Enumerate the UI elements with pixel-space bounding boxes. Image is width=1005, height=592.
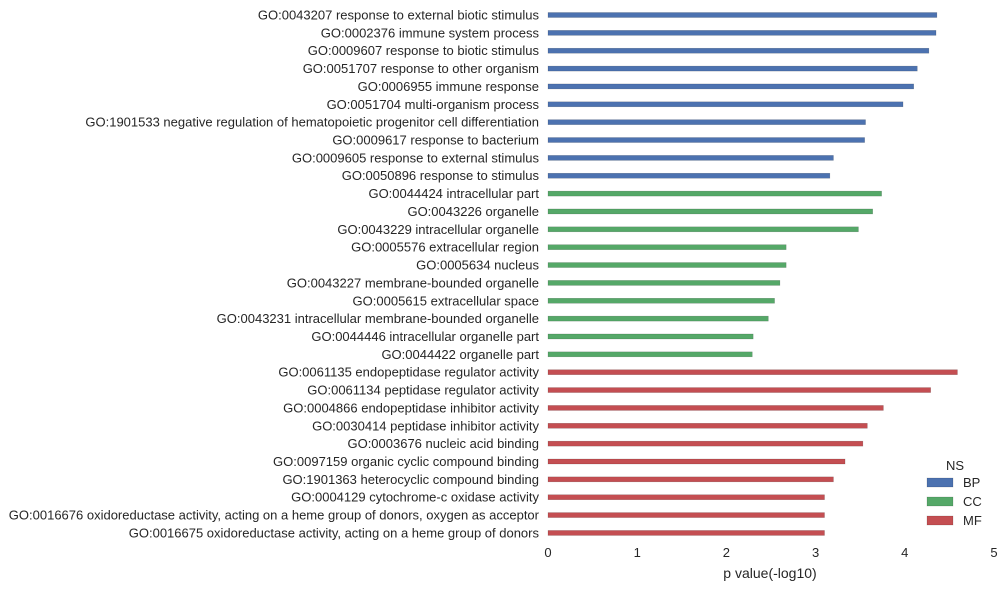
bar-bp xyxy=(547,83,914,90)
category-label: GO:0043226 organelle xyxy=(407,204,539,219)
bar-bp xyxy=(547,30,937,36)
x-tick-label: 5 xyxy=(990,545,997,560)
bars-group xyxy=(547,12,958,536)
x-tick-label: 1 xyxy=(634,545,641,560)
category-label: GO:0050896 response to stimulus xyxy=(342,168,540,183)
category-label: GO:0061134 peptidase regulator activity xyxy=(307,383,539,398)
bar-cc xyxy=(547,315,769,322)
bar-bp xyxy=(547,155,834,161)
bar-bp xyxy=(547,12,938,18)
category-label: GO:0097159 organic cyclic compound bindi… xyxy=(273,454,539,469)
category-label: GO:0005634 nucleus xyxy=(416,258,539,273)
legend-swatch-cc xyxy=(926,496,954,507)
category-label: GO:0005576 extracellular region xyxy=(351,240,539,255)
bar-mf xyxy=(547,530,825,536)
bar-cc xyxy=(547,298,775,304)
bar-mf xyxy=(547,423,868,429)
bar-cc xyxy=(547,262,787,268)
legend-label-bp: BP xyxy=(963,475,980,490)
category-label: GO:0061135 endopeptidase regulator activ… xyxy=(278,365,539,380)
bar-mf xyxy=(547,512,825,518)
legend-swatch-mf xyxy=(926,515,954,526)
bar-cc xyxy=(547,208,873,215)
category-label: GO:0043229 intracellular organelle xyxy=(337,222,539,237)
category-label: GO:0004129 cytochrome-c oxidase activity xyxy=(291,490,539,505)
bar-cc xyxy=(547,351,753,358)
bar-bp xyxy=(547,101,904,108)
category-label: GO:0016675 oxidoreductase activity, acti… xyxy=(129,525,540,540)
category-label: GO:0009605 response to external stimulus xyxy=(292,150,540,165)
x-tick-label: 0 xyxy=(544,545,551,560)
bar-bp xyxy=(547,65,918,72)
bar-bp xyxy=(547,47,930,54)
bar-cc xyxy=(547,244,787,250)
category-label: GO:0002376 immune system process xyxy=(321,25,540,40)
category-label: GO:0009617 response to bacterium xyxy=(332,133,539,148)
category-label: GO:0009607 response to biotic stimulus xyxy=(308,43,540,58)
legend-title: NS xyxy=(946,458,964,473)
category-label: GO:0004866 endopeptidase inhibitor activ… xyxy=(283,400,539,415)
category-label: GO:0044424 intracellular part xyxy=(368,186,539,201)
bar-mf xyxy=(547,440,864,447)
legend-label-mf: MF xyxy=(963,513,982,528)
x-tick-label: 2 xyxy=(723,545,730,560)
bar-cc xyxy=(547,190,882,197)
category-label: GO:0043207 response to external biotic s… xyxy=(258,8,540,23)
bar-mf xyxy=(547,458,846,465)
category-label: GO:1901363 heterocyclic compound binding xyxy=(282,472,539,487)
bar-mf xyxy=(547,405,884,411)
legend: NS BP CC MF xyxy=(926,458,982,528)
x-tick-labels-group: 0 1 2 3 4 5 xyxy=(544,545,997,560)
category-label: GO:0006955 immune response xyxy=(358,79,539,94)
bar-bp xyxy=(547,119,866,125)
legend-swatch-bp xyxy=(926,477,954,488)
bar-mf xyxy=(547,494,825,500)
category-label: GO:0005615 extracellular space xyxy=(353,293,539,308)
category-label: GO:0030414 peptidase inhibitor activity xyxy=(312,418,539,433)
bar-mf xyxy=(547,476,834,483)
x-tick-label: 3 xyxy=(812,545,819,560)
category-labels-group: GO:0043207 response to external biotic s… xyxy=(9,8,540,541)
bar-cc xyxy=(547,333,754,340)
category-label: GO:0016676 oxidoreductase activity, acti… xyxy=(9,508,540,523)
category-label: GO:0003676 nucleic acid binding xyxy=(347,436,539,451)
legend-label-cc: CC xyxy=(963,494,982,509)
category-label: GO:0044422 organelle part xyxy=(381,347,539,362)
category-label: GO:0044446 intracellular organelle part xyxy=(311,329,539,344)
category-label: GO:0043231 intracellular membrane-bounde… xyxy=(217,311,539,326)
category-label: GO:0051704 multi-organism process xyxy=(327,97,540,112)
category-label: GO:0043227 membrane-bounded organelle xyxy=(287,275,539,290)
bar-cc xyxy=(547,226,859,233)
category-label: GO:0051707 response to other organism xyxy=(303,61,539,76)
bar-cc xyxy=(547,280,781,286)
bar-bp xyxy=(547,137,865,143)
x-axis-label: p value(-log10) xyxy=(723,565,816,581)
bar-bp xyxy=(547,172,831,179)
x-tick-label: 4 xyxy=(901,545,908,560)
bar-mf xyxy=(547,387,931,393)
bar-mf xyxy=(547,369,958,375)
category-label: GO:1901533 negative regulation of hemato… xyxy=(85,115,539,130)
